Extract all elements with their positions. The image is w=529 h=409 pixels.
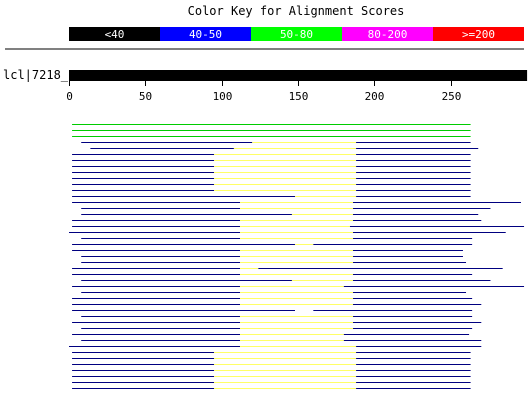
axis-tick-label: 200 — [365, 90, 385, 103]
color-key-title: Color Key for Alignment Scores — [188, 4, 405, 18]
legend-label: 80-200 — [368, 28, 408, 41]
axis-tick-label: 250 — [442, 90, 462, 103]
legend-swatch — [69, 27, 160, 41]
axis-tick-label: 150 — [289, 90, 309, 103]
legend-swatch — [251, 27, 342, 41]
legend-label: <40 — [105, 28, 125, 41]
query-bar[interactable] — [69, 70, 528, 81]
legend-label: 40-50 — [189, 28, 222, 41]
legend-swatch — [433, 27, 524, 41]
legend-label: 50-80 — [280, 28, 313, 41]
axis-tick-label: 50 — [139, 90, 152, 103]
query-label: lcl|7218_ — [3, 68, 69, 82]
axis-tick-label: 0 — [66, 90, 73, 103]
legend-label: >=200 — [462, 28, 495, 41]
hit-list — [69, 124, 525, 389]
length-axis: 0 50 100 150 200 250 — [66, 81, 461, 103]
axis-tick-label: 100 — [213, 90, 233, 103]
color-key-legend: <40 40-50 50-80 80-200 >=200 — [69, 27, 524, 41]
legend-swatch — [160, 27, 251, 41]
legend-swatch — [342, 27, 433, 41]
